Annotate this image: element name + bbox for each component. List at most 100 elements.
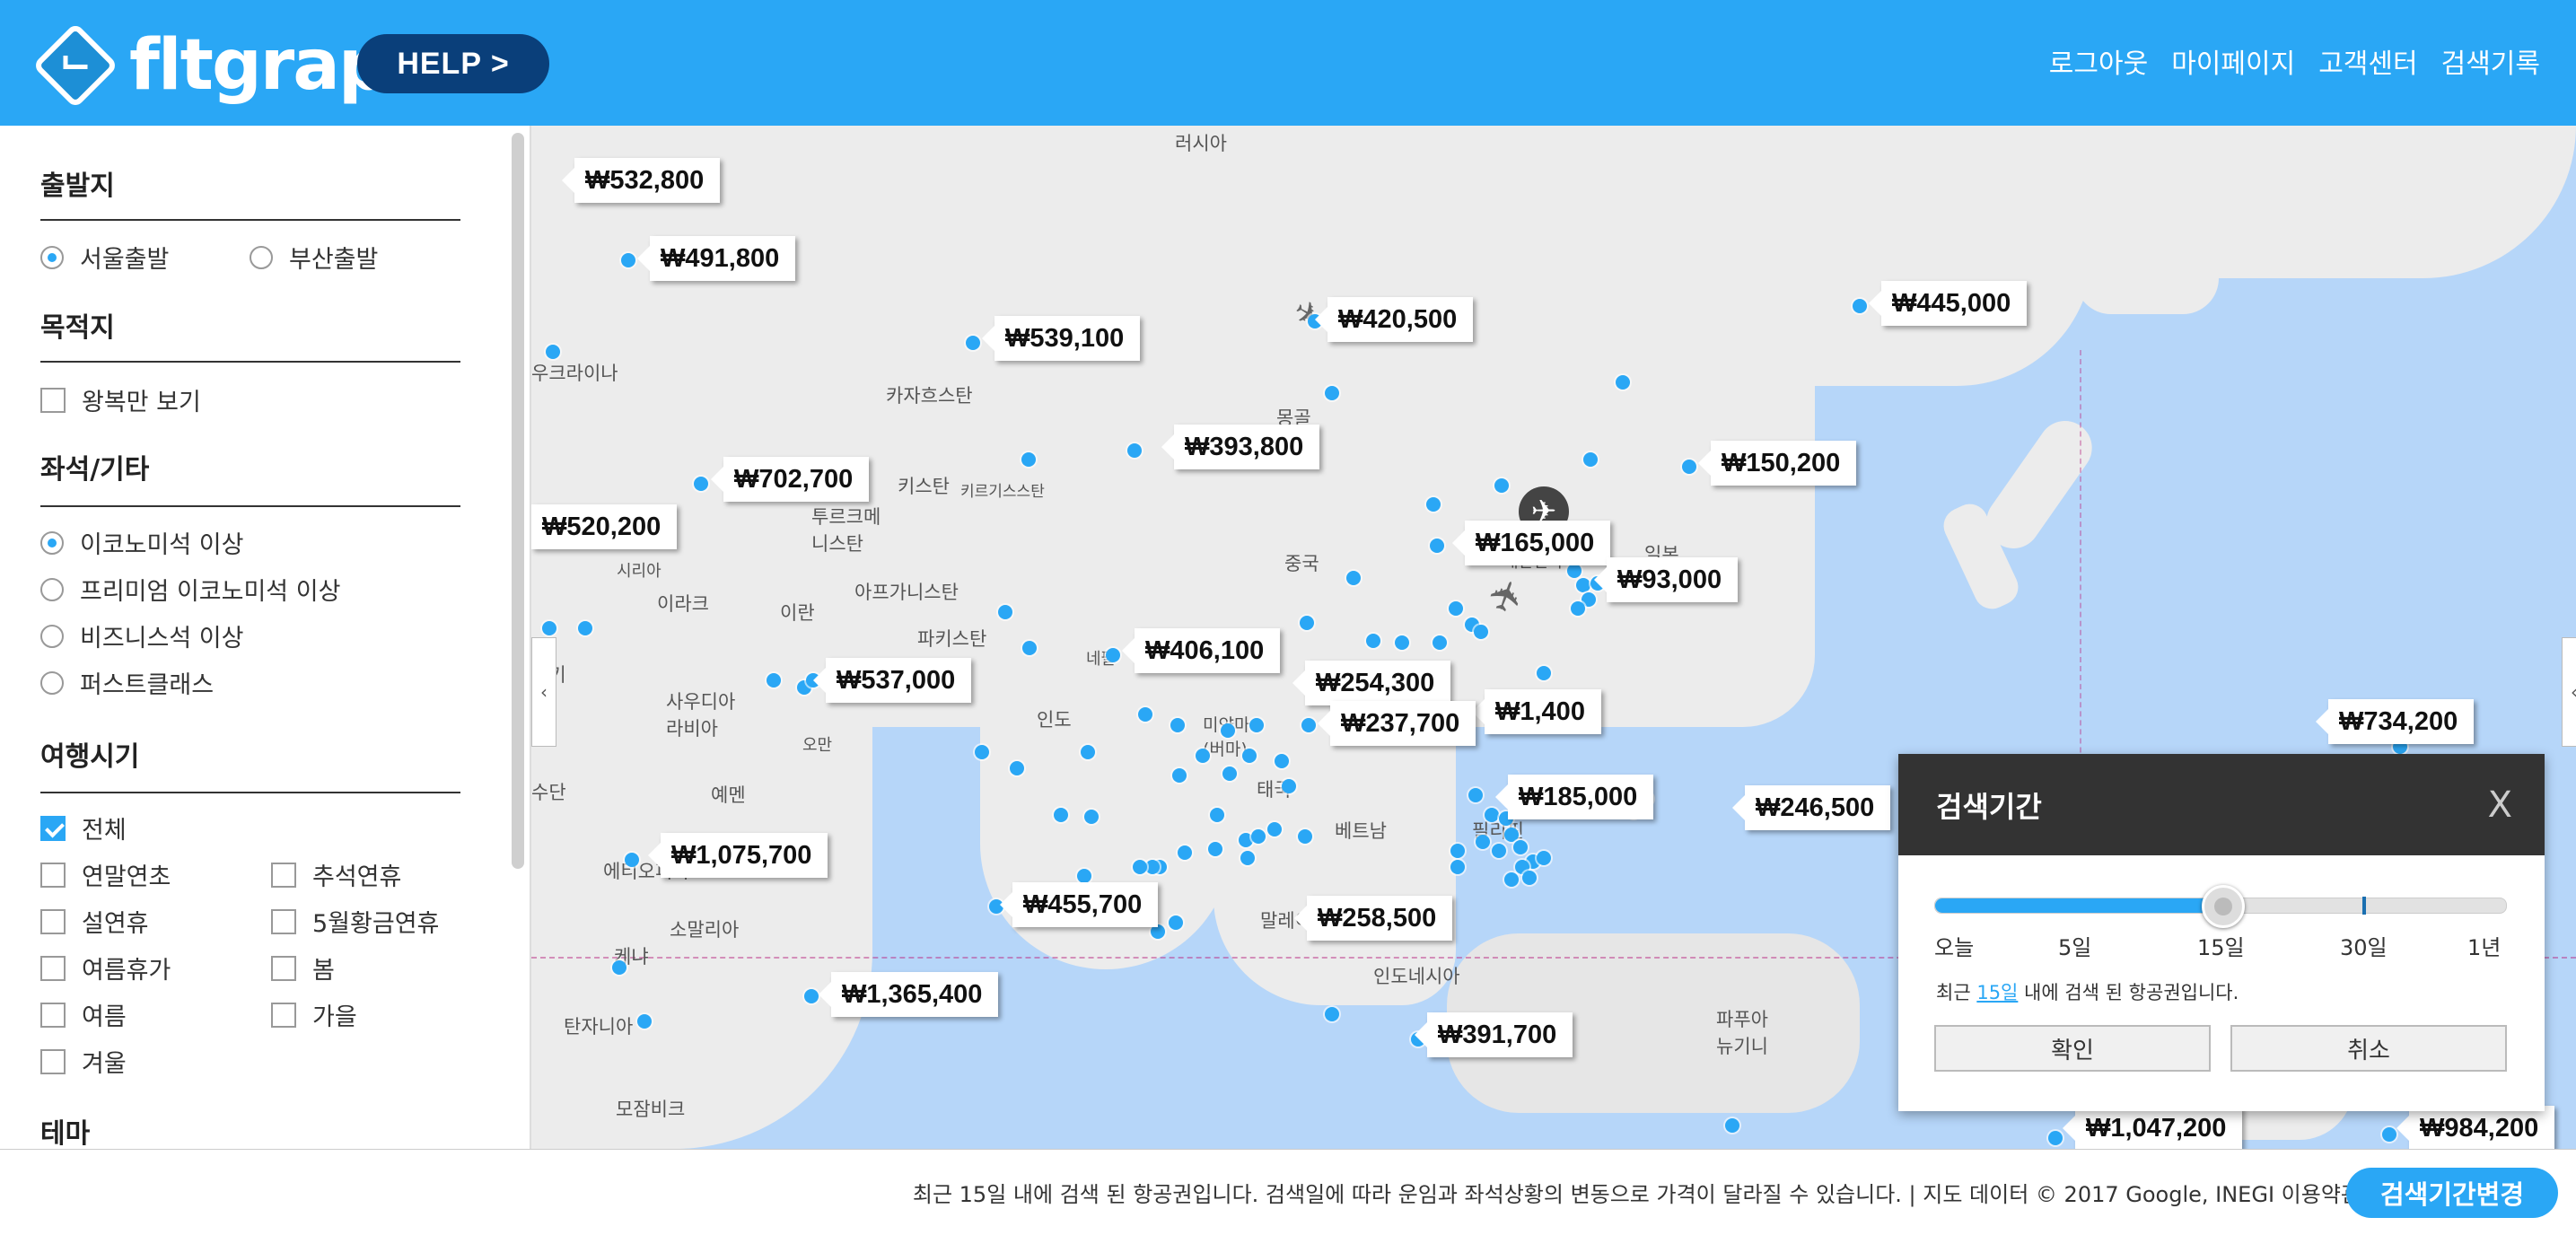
destination-dot[interactable] (1346, 571, 1361, 585)
price-tag[interactable]: ₩1,075,700 (647, 833, 828, 878)
destination-dot[interactable] (1426, 497, 1441, 512)
destination-dot[interactable] (637, 1014, 652, 1029)
price-tag[interactable]: ₩1,047,200 (2062, 1106, 2243, 1149)
price-tag[interactable]: ₩537,000 (812, 658, 972, 703)
destination-dot[interactable] (625, 853, 639, 867)
checkbox[interactable] (40, 1002, 66, 1028)
period-link[interactable]: 15일 (1976, 982, 2019, 1003)
price-tag[interactable]: ₩455,700 (999, 882, 1159, 927)
destination-dot[interactable] (1010, 761, 1024, 775)
destination-dot[interactable] (1081, 745, 1095, 759)
destination-dot[interactable] (1249, 718, 1264, 732)
destination-dot[interactable] (1366, 634, 1380, 648)
destination-dot[interactable] (1450, 844, 1465, 858)
price-tag[interactable]: ₩237,700 (1317, 701, 1476, 746)
destination-dot[interactable] (1196, 749, 1210, 763)
travel-yearend-option[interactable]: 연말연초 (40, 857, 171, 892)
destination-dot[interactable] (1267, 822, 1282, 836)
destination-dot[interactable] (1169, 915, 1183, 930)
price-tag[interactable]: ₩491,800 (636, 236, 796, 281)
price-tag[interactable]: ₩520,200 (531, 504, 678, 549)
destination-dot[interactable] (1275, 754, 1289, 768)
destination-dot[interactable] (1022, 641, 1037, 655)
destination-dot[interactable] (1210, 808, 1224, 822)
seat-first-option[interactable]: 퍼스트클래스 (40, 665, 214, 700)
search-history-link[interactable]: 검색기록 (2440, 48, 2540, 80)
destination-dot[interactable] (1616, 375, 1630, 390)
destination-dot[interactable] (1133, 860, 1147, 874)
destination-dot[interactable] (1582, 592, 1596, 607)
destination-dot[interactable] (1504, 828, 1519, 842)
travel-summer-option[interactable]: 여름 (40, 997, 127, 1032)
destination-dot[interactable] (1239, 833, 1253, 847)
destination-dot[interactable] (1450, 860, 1465, 874)
checkbox[interactable] (271, 955, 296, 981)
destination-dot[interactable] (1537, 666, 1551, 680)
price-tag[interactable]: ₩393,800 (1161, 425, 1320, 469)
destination-dot[interactable] (1682, 460, 1696, 474)
destination-dot[interactable] (998, 605, 1012, 619)
destination-dot[interactable] (1240, 851, 1255, 865)
price-tag[interactable]: ₩532,800 (561, 158, 721, 203)
destination-dot[interactable] (1433, 635, 1447, 650)
destination-dot[interactable] (767, 673, 781, 688)
destination-dot[interactable] (1853, 299, 1867, 313)
destination-dot[interactable] (1504, 872, 1519, 887)
departure-seoul-option[interactable]: 서울출발 (40, 240, 169, 275)
help-button[interactable]: HELP > (357, 34, 549, 93)
destination-dot[interactable] (1583, 452, 1598, 467)
destination-dot[interactable] (1222, 766, 1237, 781)
destination-dot[interactable] (1522, 871, 1537, 885)
confirm-button[interactable]: 확인 (1934, 1025, 2211, 1072)
close-icon[interactable]: X (2487, 784, 2512, 826)
destination-dot[interactable] (1021, 452, 1036, 467)
radio-selected[interactable] (40, 530, 64, 555)
travel-lunar-option[interactable]: 설연휴 (40, 904, 149, 939)
destination-dot[interactable] (2048, 1131, 2063, 1145)
destination-dot[interactable] (1395, 635, 1409, 650)
destination-dot[interactable] (1485, 808, 1499, 822)
destination-dot[interactable] (542, 621, 556, 635)
price-tag[interactable]: ₩1,365,400 (818, 972, 999, 1017)
destination-dot[interactable] (1221, 723, 1235, 738)
destination-dot[interactable] (1208, 842, 1222, 856)
radio[interactable] (250, 245, 273, 269)
slider-handle[interactable] (2202, 885, 2245, 928)
destination-dot[interactable] (975, 745, 989, 759)
destination-dot[interactable] (1492, 844, 1506, 858)
price-tag[interactable]: ₩254,300 (1292, 661, 1451, 705)
destination-dot[interactable] (694, 477, 708, 491)
change-period-button[interactable]: 검색기간변경 (2346, 1168, 2558, 1218)
destination-dot[interactable] (804, 989, 819, 1003)
price-tag[interactable]: ₩1,400 (1472, 689, 1601, 734)
travel-chuseok-option[interactable]: 추석연휴 (271, 857, 401, 892)
radio[interactable] (40, 624, 64, 648)
customer-center-link[interactable]: 고객센터 (2318, 48, 2418, 80)
price-tag[interactable]: ₩702,700 (710, 457, 870, 502)
destination-dot[interactable] (1145, 860, 1160, 874)
destination-dot[interactable] (1325, 1007, 1339, 1021)
destination-dot[interactable] (1170, 718, 1185, 732)
logout-link[interactable]: 로그아웃 (2048, 48, 2149, 80)
destination-dot[interactable] (1476, 835, 1490, 849)
destination-dot[interactable] (1127, 443, 1142, 458)
travel-may-option[interactable]: 5월황금연휴 (271, 904, 439, 939)
checkbox[interactable] (40, 908, 66, 934)
departure-busan-option[interactable]: 부산출발 (250, 240, 378, 275)
radio-selected[interactable] (40, 245, 64, 269)
price-tag[interactable]: ₩406,100 (1121, 628, 1281, 673)
destination-dot[interactable] (1151, 924, 1165, 939)
destination-dot[interactable] (1430, 539, 1444, 553)
price-tag[interactable]: ₩165,000 (1451, 521, 1611, 565)
checkbox[interactable] (40, 387, 66, 413)
checkbox[interactable] (40, 862, 66, 888)
map[interactable]: 러시아 카자흐스탄 몽골 키르기스스탄 투르크메니스탄 키스탄 중국 아프가니스… (531, 126, 2576, 1149)
destination-dot[interactable] (1298, 829, 1312, 844)
destination-dot[interactable] (621, 253, 635, 267)
destination-dot[interactable] (1242, 749, 1257, 763)
expand-panel-button[interactable]: ‹ (2562, 637, 2576, 747)
destination-dot[interactable] (1301, 718, 1316, 732)
destination-dot[interactable] (2382, 1127, 2396, 1142)
radio[interactable] (40, 670, 64, 695)
destination-dot[interactable] (1138, 707, 1152, 722)
